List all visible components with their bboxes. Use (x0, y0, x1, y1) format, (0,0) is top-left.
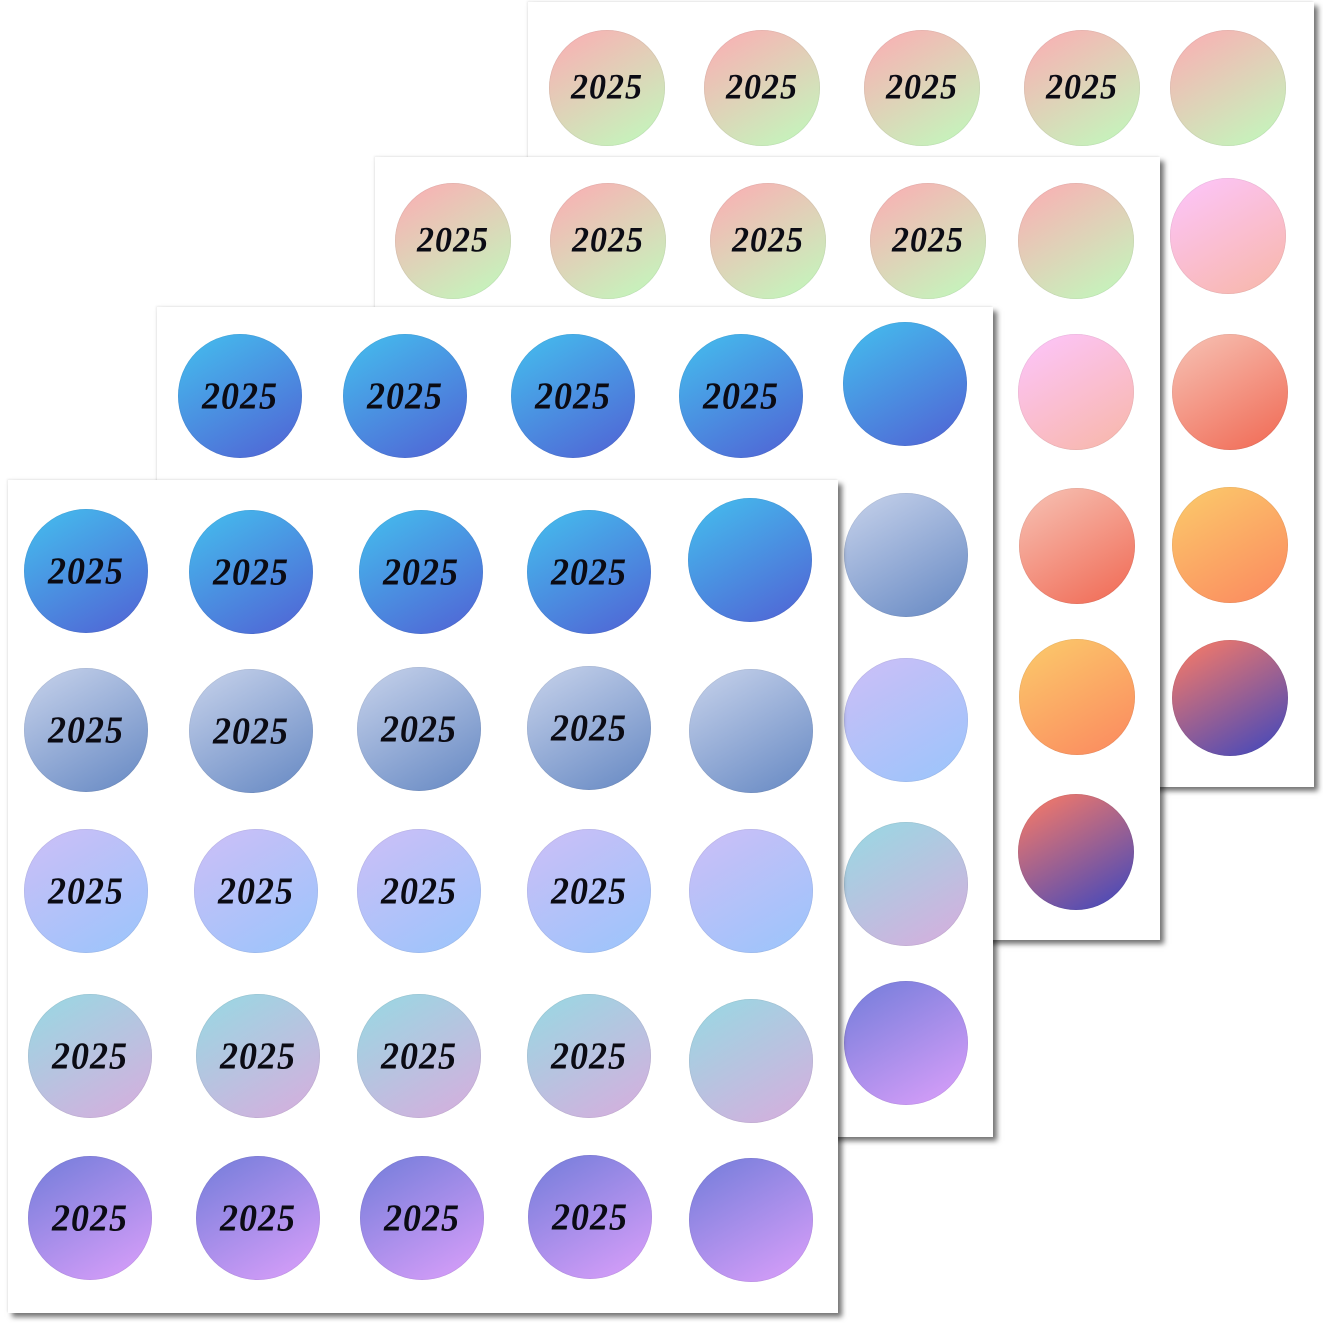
sticker-dot-violet (689, 1158, 813, 1282)
sticker-dot-orange (1172, 487, 1288, 603)
sticker-year-label: 2025 (220, 1035, 296, 1077)
sticker-year-label: 2025 (551, 870, 627, 912)
sticker-dot-steel: 2025 (357, 667, 481, 791)
sticker-year-label: 2025 (551, 551, 627, 593)
sticker-dot-rose-mint: 2025 (864, 30, 980, 146)
sticker-dot-blue: 2025 (178, 334, 302, 458)
sticker-year-label: 2025 (1046, 68, 1118, 107)
sticker-year-label: 2025 (886, 68, 958, 107)
sticker-dot-aqua-mauve (844, 822, 968, 946)
sticker-dot-blue: 2025 (189, 510, 313, 634)
sticker-dot-steel (689, 669, 813, 793)
sticker-dot-violet: 2025 (360, 1156, 484, 1280)
sticker-year-label: 2025 (213, 551, 289, 593)
sticker-dot-blue: 2025 (359, 510, 483, 634)
sticker-dot-coral (1172, 334, 1288, 450)
sticker-dot-blue: 2025 (527, 510, 651, 634)
sticker-year-label: 2025 (48, 550, 124, 592)
sticker-year-label: 2025 (220, 1197, 296, 1239)
sticker-year-label: 2025 (703, 375, 779, 417)
sticker-dot-lavender: 2025 (194, 829, 318, 953)
sticker-dot-blue: 2025 (343, 334, 467, 458)
sticker-dot-aqua-mauve: 2025 (196, 994, 320, 1118)
sticker-dot-rose-mint: 2025 (704, 30, 820, 146)
sticker-dot-violet: 2025 (528, 1155, 652, 1279)
sticker-dot-rose-mint: 2025 (870, 183, 986, 299)
sticker-year-label: 2025 (52, 1197, 128, 1239)
sticker-year-label: 2025 (381, 870, 457, 912)
sticker-dot-aqua-mauve: 2025 (527, 994, 651, 1118)
sticker-dot-violet: 2025 (28, 1156, 152, 1280)
sticker-year-label: 2025 (551, 707, 627, 749)
sticker-year-label: 2025 (571, 68, 643, 107)
sticker-dot-sunset (1172, 640, 1288, 756)
sticker-dot-aqua-mauve: 2025 (357, 994, 481, 1118)
sticker-year-label: 2025 (384, 1197, 460, 1239)
sticker-dot-lavender: 2025 (527, 829, 651, 953)
sticker-dot-violet: 2025 (196, 1156, 320, 1280)
sticker-dot-lavender: 2025 (357, 829, 481, 953)
sticker-dot-coral (1019, 488, 1135, 604)
sticker-dot-rose-mint: 2025 (549, 30, 665, 146)
sticker-dot-blue (843, 322, 967, 446)
sheet-front: 2025 2025 2025 2025 2025 2025 2025 2025 2025 2025… (8, 480, 838, 1313)
sticker-dot-steel: 2025 (189, 669, 313, 793)
sticker-dot-blue: 2025 (24, 509, 148, 633)
sticker-year-label: 2025 (381, 1035, 457, 1077)
sticker-dot-rose-mint: 2025 (395, 183, 511, 299)
sticker-dot-lavender: 2025 (24, 829, 148, 953)
sticker-year-label: 2025 (202, 375, 278, 417)
sticker-dot-lavender (844, 658, 968, 782)
sticker-year-label: 2025 (213, 710, 289, 752)
sticker-year-label: 2025 (367, 375, 443, 417)
sticker-year-label: 2025 (572, 221, 644, 260)
sticker-dot-aqua-mauve: 2025 (28, 994, 152, 1118)
sticker-year-label: 2025 (417, 221, 489, 260)
sticker-dot-lavender (689, 829, 813, 953)
sticker-year-label: 2025 (726, 68, 798, 107)
sticker-year-label: 2025 (551, 1035, 627, 1077)
sticker-dot-rose-mint (1170, 30, 1286, 146)
sticker-year-label: 2025 (383, 551, 459, 593)
sticker-dot-steel: 2025 (527, 666, 651, 790)
sticker-year-label: 2025 (218, 870, 294, 912)
sticker-dot-steel: 2025 (24, 668, 148, 792)
sticker-dot-rose-mint: 2025 (710, 183, 826, 299)
sticker-dot-sunset (1018, 794, 1134, 910)
sticker-dot-orange (1019, 639, 1135, 755)
sticker-dot-violet (844, 981, 968, 1105)
sticker-year-label: 2025 (892, 221, 964, 260)
sticker-year-label: 2025 (732, 221, 804, 260)
sticker-dot-rose-mint (1018, 183, 1134, 299)
sticker-year-label: 2025 (381, 708, 457, 750)
sticker-year-label: 2025 (48, 870, 124, 912)
sticker-dot-blue: 2025 (679, 334, 803, 458)
sticker-dot-pink (1170, 178, 1286, 294)
sticker-dot-blue: 2025 (511, 334, 635, 458)
sticker-year-label: 2025 (552, 1196, 628, 1238)
sticker-dot-aqua-mauve (689, 999, 813, 1123)
sticker-year-label: 2025 (535, 375, 611, 417)
sticker-dot-blue (688, 498, 812, 622)
sticker-dot-steel (844, 493, 968, 617)
sticker-dot-rose-mint: 2025 (1024, 30, 1140, 146)
sticker-dot-rose-mint: 2025 (550, 183, 666, 299)
sticker-year-label: 2025 (48, 709, 124, 751)
sticker-dot-pink (1018, 334, 1134, 450)
sticker-year-label: 2025 (52, 1035, 128, 1077)
